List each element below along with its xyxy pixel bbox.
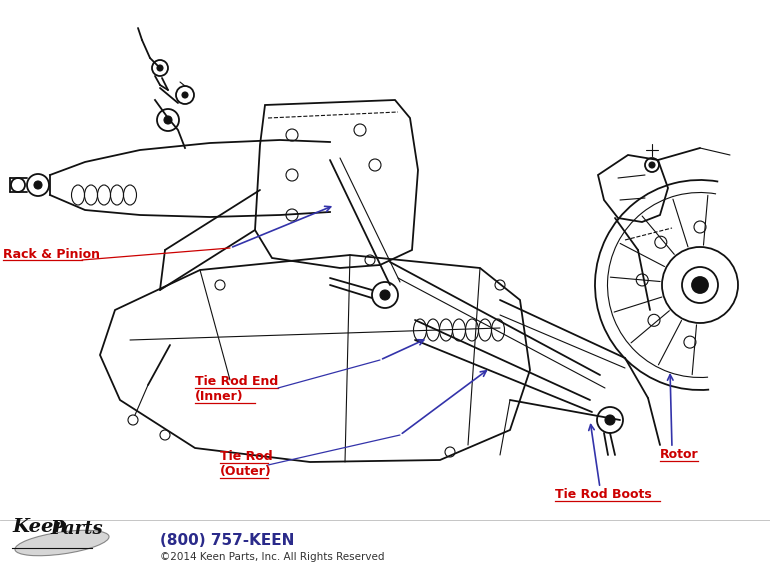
Circle shape xyxy=(649,162,655,168)
Ellipse shape xyxy=(15,530,109,556)
Circle shape xyxy=(692,277,708,293)
Text: Tie Rod: Tie Rod xyxy=(220,450,273,463)
Circle shape xyxy=(182,92,188,98)
Text: Keen: Keen xyxy=(12,518,68,536)
Circle shape xyxy=(605,415,615,425)
Text: Rack & Pinion: Rack & Pinion xyxy=(3,248,100,261)
Text: (Outer): (Outer) xyxy=(220,465,272,478)
Text: (Inner): (Inner) xyxy=(195,390,243,403)
Text: ©2014 Keen Parts, Inc. All Rights Reserved: ©2014 Keen Parts, Inc. All Rights Reserv… xyxy=(160,552,384,562)
Circle shape xyxy=(34,181,42,189)
Circle shape xyxy=(380,290,390,300)
Text: (800) 757-KEEN: (800) 757-KEEN xyxy=(160,533,294,548)
Text: Tie Rod Boots: Tie Rod Boots xyxy=(555,488,651,501)
Text: Parts: Parts xyxy=(50,520,102,538)
Text: Rotor: Rotor xyxy=(660,448,698,461)
Circle shape xyxy=(164,116,172,124)
Text: Tie Rod End: Tie Rod End xyxy=(195,375,278,388)
Circle shape xyxy=(157,65,163,71)
